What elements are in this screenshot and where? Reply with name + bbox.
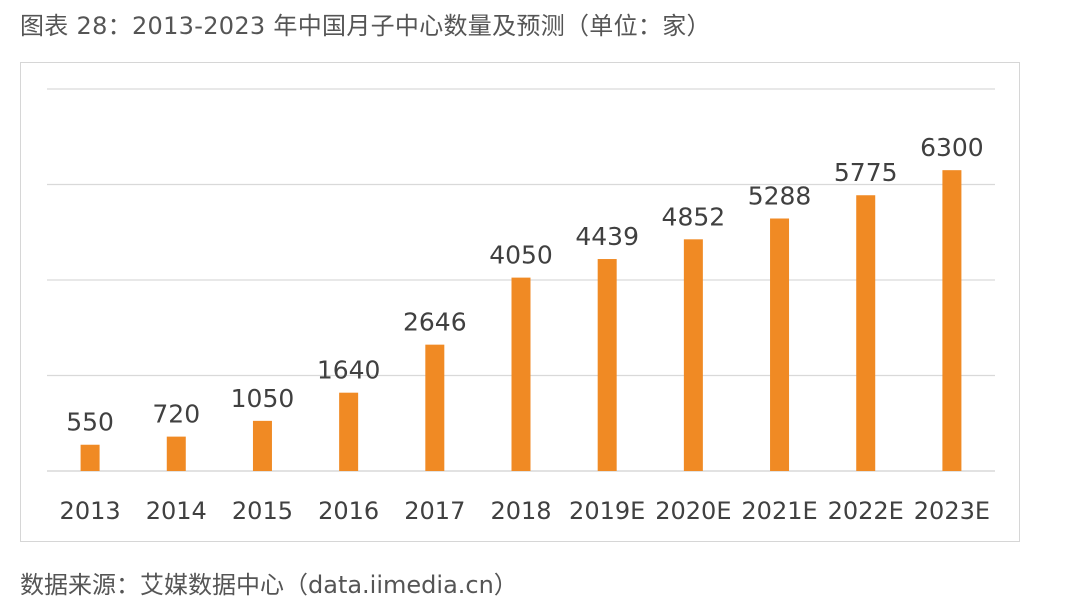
x-tick-label-2017: 2017: [404, 497, 465, 525]
data-label-2022E: 5775: [834, 158, 898, 187]
x-tick-label-2018: 2018: [490, 497, 551, 525]
bar-2021E: [770, 218, 790, 471]
bar-2020E: [683, 239, 703, 471]
chart-title: 图表 28：2013-2023 年中国月子中心数量及预测（单位：家）: [20, 12, 711, 40]
data-label-2016: 1640: [317, 356, 381, 385]
data-label-2014: 720: [152, 400, 200, 429]
x-tick-label-2021E: 2021E: [741, 497, 817, 525]
bar-2022E: [856, 195, 876, 471]
data-label-2021E: 5288: [748, 181, 812, 210]
data-label-2020E: 4852: [662, 202, 726, 231]
x-tick-label-2020E: 2020E: [655, 497, 731, 525]
bar-2016: [339, 392, 359, 471]
bar-2014: [166, 436, 186, 471]
bar-2019E: [597, 259, 617, 471]
x-tick-label-2019E: 2019E: [569, 497, 645, 525]
data-label-2015: 1050: [231, 384, 295, 413]
data-label-2018: 4050: [489, 241, 553, 270]
data-label-2017: 2646: [403, 308, 467, 337]
x-tick-label-2013: 2013: [60, 497, 121, 525]
x-tick-label-2014: 2014: [146, 497, 207, 525]
bar-2013: [80, 444, 100, 471]
x-tick-label-2016: 2016: [318, 497, 379, 525]
data-label-2013: 550: [66, 408, 114, 437]
bar-2015: [252, 420, 272, 471]
data-source-note: 数据来源：艾媒数据中心（data.iimedia.cn）: [20, 571, 518, 599]
bar-2023E: [942, 170, 962, 472]
bar-2018: [511, 277, 531, 471]
data-label-2019E: 4439: [575, 222, 639, 251]
x-tick-label-2022E: 2022E: [828, 497, 904, 525]
data-label-2023E: 6300: [920, 133, 984, 162]
x-tick-label-2023E: 2023E: [914, 497, 990, 525]
bar-2017: [425, 344, 445, 471]
x-tick-label-2015: 2015: [232, 497, 293, 525]
